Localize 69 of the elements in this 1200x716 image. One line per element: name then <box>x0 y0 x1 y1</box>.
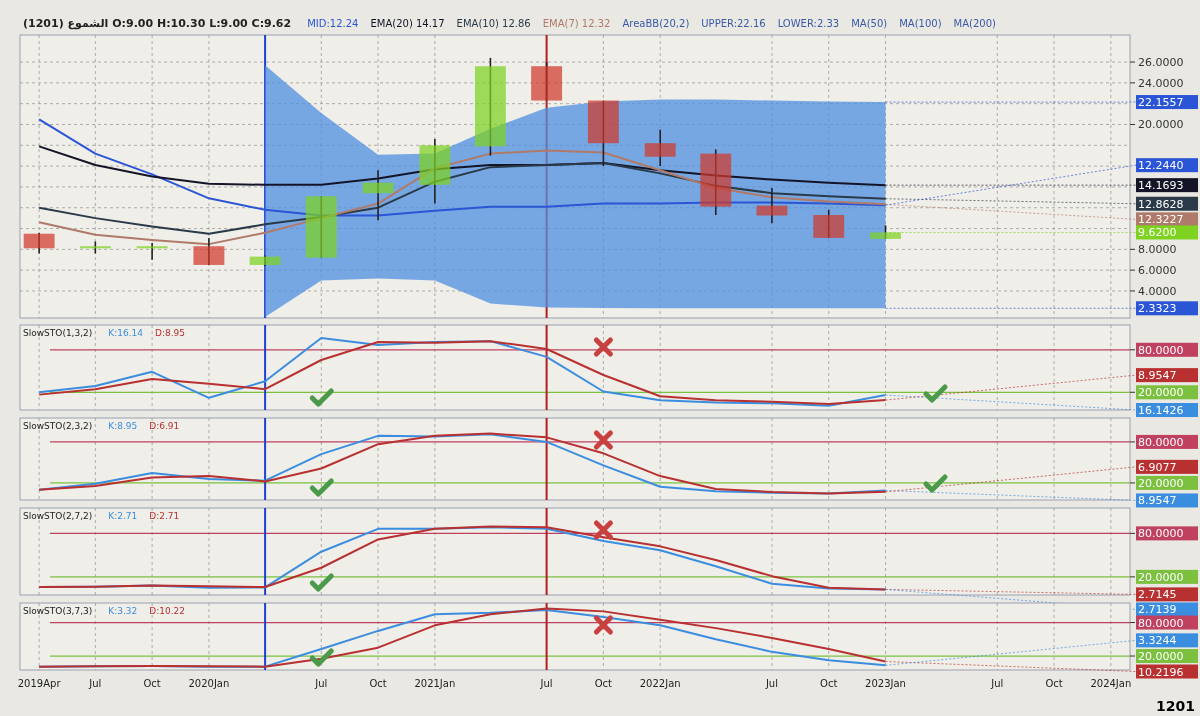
y-tick-label: 20.0000 <box>1138 650 1184 664</box>
chart-title: الشموع (1201) O:9.00 H:10.30 L:9.00 C:9.62 <box>23 17 292 30</box>
text: EMA(20) 14.17 <box>370 18 445 29</box>
x-tick-label: Jul <box>314 678 328 689</box>
annotation: 12.2440 <box>1138 159 1184 173</box>
x-tick-label: 2022Jan <box>639 678 681 689</box>
text: EMA(7) 12.32 <box>542 18 611 29</box>
annotation: 2.3323 <box>1138 302 1177 316</box>
annotation: 2.7145 <box>1138 588 1177 602</box>
annotation: 2.7139 <box>1138 603 1177 617</box>
text: EMA(10) 12.86 <box>456 18 531 29</box>
text: K:2.71 <box>108 511 138 521</box>
annotation: 12.3227 <box>1138 213 1184 227</box>
annotation: 10.2196 <box>1138 665 1184 679</box>
x-tick-label: Jul <box>990 678 1004 689</box>
text: D:8.95 <box>155 328 186 338</box>
y-tick-label: 20.0000 <box>1138 118 1184 132</box>
x-tick-label: 2019Apr <box>17 678 62 689</box>
x-tick-label: Oct <box>594 678 613 689</box>
text: K:16.14 <box>108 328 144 338</box>
chart-title: SlowSTO(3,7,3) <box>23 606 93 616</box>
text: D:10.22 <box>149 606 186 616</box>
x-tick-label: 2021Jan <box>414 678 456 689</box>
x-tick-label: Oct <box>143 678 161 689</box>
chart-title: SlowSTO(2,3,2) <box>23 421 93 431</box>
y-tick-label: 80.0000 <box>1138 435 1184 449</box>
text: MA(200) <box>953 18 997 29</box>
x-tick-label: Jul <box>539 678 553 689</box>
annotation: 12.8628 <box>1138 197 1184 211</box>
y-tick-label: 26.0000 <box>1138 56 1184 70</box>
text: K:3.32 <box>108 606 138 616</box>
text: K:8.95 <box>108 421 138 431</box>
text: AreaBB(20,2) <box>622 18 690 29</box>
annotation: 9.6200 <box>1138 226 1177 240</box>
text: MID:12.24 <box>307 18 359 29</box>
x-tick-label: Jul <box>88 678 102 689</box>
text: LOWER:2.33 <box>777 18 840 29</box>
annotation: 14.1693 <box>1138 179 1184 193</box>
y-tick-label: 20.0000 <box>1138 570 1184 584</box>
text: MA(100) <box>899 18 942 29</box>
annotation: 3.3244 <box>1138 634 1177 648</box>
y-tick-label: 4.0000 <box>1138 284 1177 298</box>
annotation: 16.1426 <box>1138 404 1184 418</box>
annotation: 8.9547 <box>1138 369 1177 383</box>
y-tick-label: 20.0000 <box>1138 476 1184 490</box>
y-tick-label: 80.0000 <box>1138 527 1184 541</box>
x-tick-label: 2020Jan <box>188 678 230 689</box>
y-tick-label: 20.0000 <box>1138 386 1184 400</box>
annotation: 8.9547 <box>1138 494 1177 508</box>
chart-title: SlowSTO(2,7,2) <box>23 511 93 521</box>
text: D:2.71 <box>149 511 180 521</box>
y-tick-label: 80.0000 <box>1138 343 1184 357</box>
text: D:6.91 <box>149 421 180 431</box>
chart-title: SlowSTO(1,3,2) <box>23 328 93 338</box>
text: MA(50) <box>851 18 888 29</box>
x-tick-label: Oct <box>1045 678 1063 689</box>
x-tick-label: 2023Jan <box>865 678 906 689</box>
y-tick-label: 80.0000 <box>1138 616 1184 630</box>
annotation: 6.9077 <box>1138 460 1177 474</box>
y-tick-label: 8.0000 <box>1138 243 1177 257</box>
x-tick-label: Oct <box>369 678 387 689</box>
x-tick-label: 2024Jan <box>1090 678 1132 689</box>
x-tick-label: Jul <box>764 678 778 689</box>
annotation: 22.1557 <box>1138 96 1184 110</box>
x-tick-label: Oct <box>820 678 838 689</box>
text: UPPER:22.16 <box>701 18 766 29</box>
y-tick-label: 6.0000 <box>1138 264 1177 278</box>
text: 1201 <box>1156 698 1195 714</box>
y-tick-label: 24.0000 <box>1138 76 1184 90</box>
